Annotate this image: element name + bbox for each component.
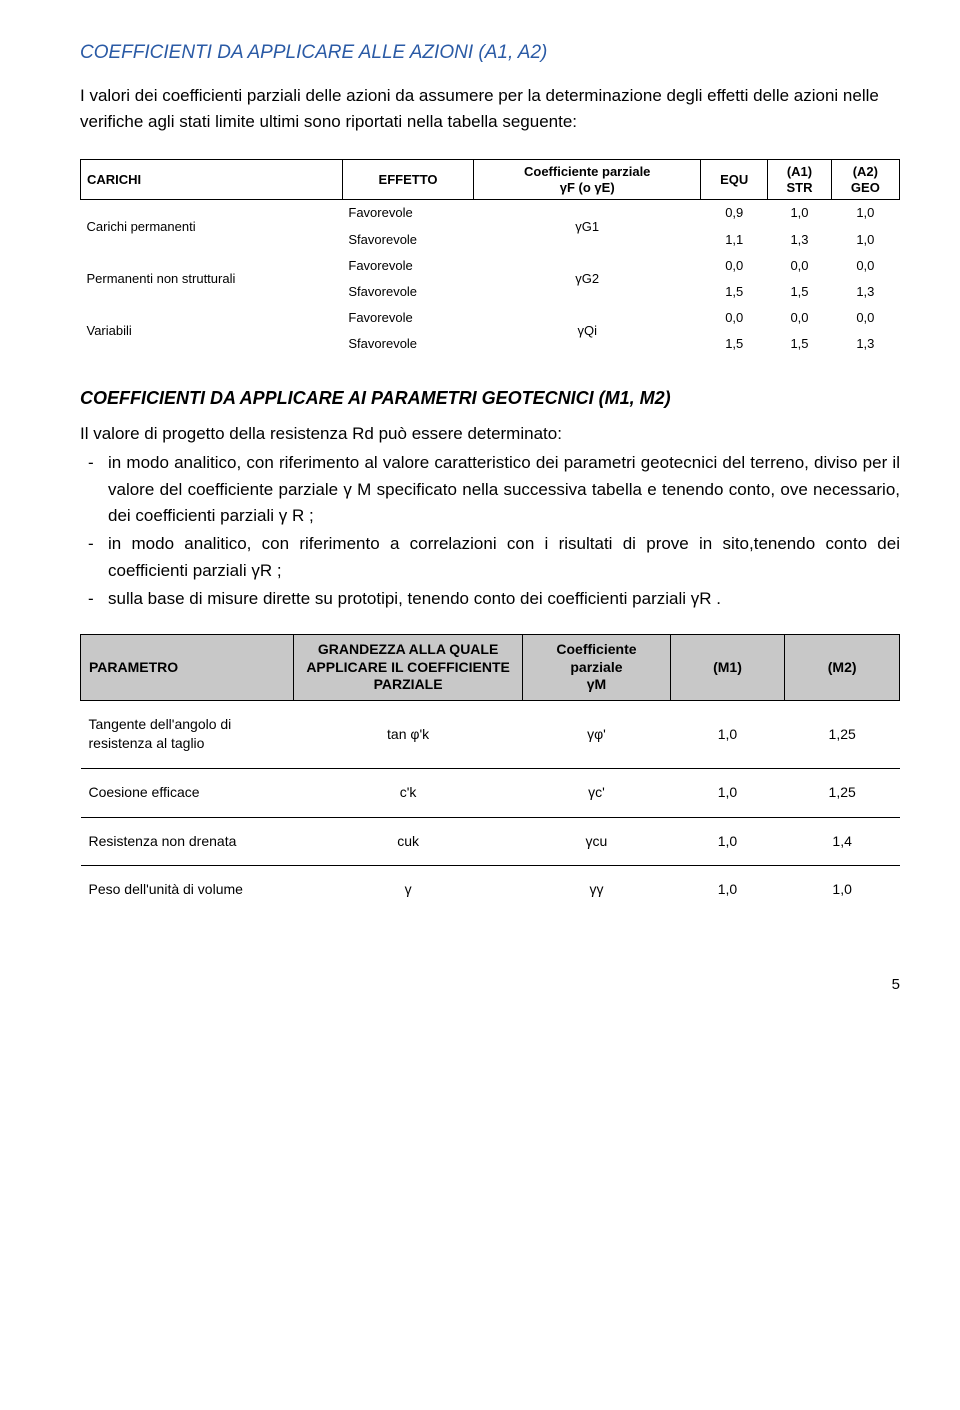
- value-cell: 0,0: [831, 253, 899, 279]
- list-item: in modo analitico, con riferimento al va…: [80, 450, 900, 529]
- value-cell: 0,0: [701, 253, 768, 279]
- th-m1: (M1): [670, 635, 785, 701]
- section1-intro: I valori dei coefficienti parziali delle…: [80, 83, 900, 136]
- value-cell: 1,3: [831, 279, 899, 305]
- param-m2: 1,0: [785, 866, 900, 914]
- th-equ: EQU: [701, 160, 768, 200]
- value-cell: 0,0: [701, 305, 768, 331]
- bullet-list: in modo analitico, con riferimento al va…: [80, 450, 900, 612]
- th-a2-line1: (A2): [853, 164, 878, 179]
- param-quantity: γ: [293, 866, 522, 914]
- param-quantity: cuk: [293, 817, 522, 866]
- table-row: Carichi permanentiFavorevoleγG10,91,01,0: [81, 200, 900, 227]
- th-coefp-line2: γM: [587, 676, 606, 692]
- th-coef: Coefficiente parziale γF (o γE): [474, 160, 701, 200]
- param-coef: γc': [523, 769, 670, 818]
- value-cell: 1,0: [831, 227, 899, 253]
- value-cell: 0,0: [768, 253, 831, 279]
- param-coef: γcu: [523, 817, 670, 866]
- th-a2-line2: GEO: [851, 180, 880, 195]
- param-coef: γγ: [523, 866, 670, 914]
- coef-symbol: γG2: [474, 253, 701, 305]
- th-grandezza: GRANDEZZA ALLA QUALE APPLICARE IL COEFFI…: [293, 635, 522, 701]
- table-row: VariabiliFavorevoleγQi0,00,00,0: [81, 305, 900, 331]
- actions-table: CARICHI EFFETTO Coefficiente parziale γF…: [80, 159, 900, 357]
- param-name: Coesione efficace: [81, 769, 294, 818]
- effect-cell: Sfavorevole: [342, 331, 473, 357]
- value-cell: 1,3: [768, 227, 831, 253]
- th-a2: (A2) GEO: [831, 160, 899, 200]
- effect-cell: Sfavorevole: [342, 279, 473, 305]
- param-m2: 1,25: [785, 769, 900, 818]
- value-cell: 1,5: [768, 331, 831, 357]
- th-a1-line2: STR: [786, 180, 812, 195]
- table-row: Tangente dell'angolo di resistenza al ta…: [81, 700, 900, 768]
- param-coef: γφ': [523, 700, 670, 768]
- th-m2: (M2): [785, 635, 900, 701]
- param-name: Peso dell'unità di volume: [81, 866, 294, 914]
- param-m2: 1,4: [785, 817, 900, 866]
- param-m1: 1,0: [670, 866, 785, 914]
- value-cell: 1,5: [701, 331, 768, 357]
- param-name: Resistenza non drenata: [81, 817, 294, 866]
- th-param: PARAMETRO: [81, 635, 294, 701]
- value-cell: 1,5: [701, 279, 768, 305]
- section2-lead: Il valore di progetto della resistenza R…: [80, 421, 900, 447]
- group-label: Variabili: [81, 305, 343, 357]
- effect-cell: Sfavorevole: [342, 227, 473, 253]
- table-row: Peso dell'unità di volumeγγγ1,01,0: [81, 866, 900, 914]
- param-m1: 1,0: [670, 817, 785, 866]
- effect-cell: Favorevole: [342, 305, 473, 331]
- value-cell: 1,3: [831, 331, 899, 357]
- value-cell: 1,5: [768, 279, 831, 305]
- param-quantity: c'k: [293, 769, 522, 818]
- th-a1: (A1) STR: [768, 160, 831, 200]
- param-m1: 1,0: [670, 700, 785, 768]
- group-label: Permanenti non strutturali: [81, 253, 343, 305]
- param-m1: 1,0: [670, 769, 785, 818]
- th-a1-line1: (A1): [787, 164, 812, 179]
- value-cell: 1,0: [768, 200, 831, 227]
- th-coef-line1: Coefficiente parziale: [524, 164, 650, 179]
- list-item: in modo analitico, con riferimento a cor…: [80, 531, 900, 584]
- value-cell: 1,1: [701, 227, 768, 253]
- value-cell: 0,0: [831, 305, 899, 331]
- list-item: sulla base di misure dirette su prototip…: [80, 586, 900, 612]
- table-row: Permanenti non strutturaliFavorevoleγG20…: [81, 253, 900, 279]
- table-row: Resistenza non drenatacukγcu1,01,4: [81, 817, 900, 866]
- effect-cell: Favorevole: [342, 200, 473, 227]
- th-coefp-line1: Coefficiente parziale: [556, 641, 636, 675]
- value-cell: 1,0: [831, 200, 899, 227]
- value-cell: 0,9: [701, 200, 768, 227]
- page-number: 5: [80, 974, 900, 995]
- th-coef-line2: γF (o γE): [560, 180, 615, 195]
- th-carichi: CARICHI: [81, 160, 343, 200]
- coef-symbol: γG1: [474, 200, 701, 253]
- param-quantity: tan φ'k: [293, 700, 522, 768]
- section1-title: COEFFICIENTI DA APPLICARE ALLE AZIONI (A…: [80, 40, 900, 67]
- table-row: Coesione efficacec'kγc'1,01,25: [81, 769, 900, 818]
- param-m2: 1,25: [785, 700, 900, 768]
- effect-cell: Favorevole: [342, 253, 473, 279]
- param-name: Tangente dell'angolo di resistenza al ta…: [81, 700, 294, 768]
- th-coefp: Coefficiente parziale γM: [523, 635, 670, 701]
- coef-symbol: γQi: [474, 305, 701, 357]
- parameters-table: PARAMETRO GRANDEZZA ALLA QUALE APPLICARE…: [80, 634, 900, 913]
- section2-title: COEFFICIENTI DA APPLICARE AI PARAMETRI G…: [80, 386, 900, 411]
- group-label: Carichi permanenti: [81, 200, 343, 253]
- value-cell: 0,0: [768, 305, 831, 331]
- th-effetto: EFFETTO: [342, 160, 473, 200]
